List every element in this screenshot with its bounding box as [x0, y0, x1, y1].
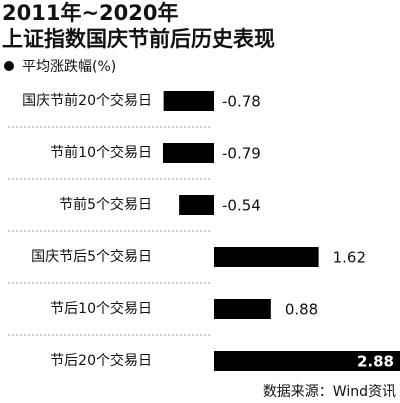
value-label: 0.88 — [285, 301, 318, 319]
bar — [214, 299, 271, 319]
legend-marker — [4, 61, 14, 71]
legend-label: 平均涨跌幅(%) — [22, 59, 116, 75]
value-label: -0.78 — [222, 93, 261, 111]
source: 数据来源：Wind资讯 — [263, 384, 396, 400]
chart-subtitle: 上证指数国庆节前后历史表现 — [2, 27, 275, 51]
category-label: 国庆节前20个交易日 — [22, 92, 152, 109]
value-label: 2.88 — [357, 353, 394, 371]
category-label: 节前5个交易日 — [59, 196, 152, 213]
value-label: -0.54 — [222, 197, 261, 215]
category-label: 节前10个交易日 — [50, 144, 152, 161]
bar — [214, 247, 319, 267]
value-label: -0.79 — [222, 145, 261, 163]
bar — [162, 143, 214, 163]
chart-title: 2011年~2020年 — [2, 1, 179, 25]
category-label: 国庆节后5个交易日 — [31, 248, 152, 265]
category-label: 节后10个交易日 — [50, 300, 152, 317]
bar — [214, 351, 400, 371]
value-label: 1.62 — [333, 249, 366, 267]
bar — [179, 195, 214, 215]
category-label: 节后20个交易日 — [50, 352, 152, 369]
bar — [163, 91, 214, 111]
